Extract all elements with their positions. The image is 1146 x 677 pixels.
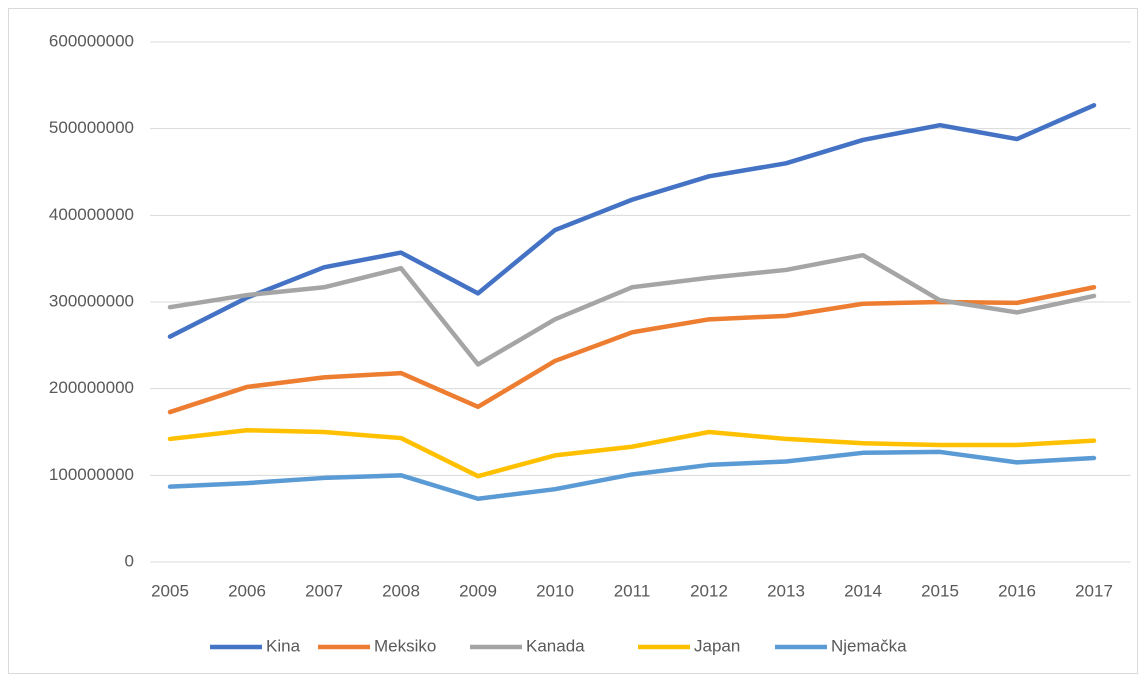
legend-label: Kina [266, 636, 301, 655]
y-tick-label: 0 [125, 551, 134, 570]
y-tick-label: 600000000 [49, 31, 134, 50]
x-tick-label: 2016 [998, 581, 1036, 600]
x-tick-label: 2009 [459, 581, 497, 600]
x-tick-label: 2013 [767, 581, 805, 600]
x-tick-label: 2012 [690, 581, 728, 600]
x-tick-label: 2006 [228, 581, 266, 600]
x-tick-label: 2011 [614, 581, 651, 600]
legend-label: Japan [694, 636, 740, 655]
y-tick-label: 400000000 [49, 205, 134, 224]
y-tick-label: 100000000 [49, 465, 134, 484]
series-line [167, 252, 1097, 367]
legend-label: Njemačka [831, 636, 907, 655]
legend-label: Kanada [526, 636, 585, 655]
series-line [167, 428, 1097, 479]
y-tick-label: 300000000 [49, 291, 134, 310]
x-tick-label: 2017 [1075, 581, 1113, 600]
x-tick-label: 2007 [305, 581, 343, 600]
y-tick-label: 200000000 [49, 378, 134, 397]
series-line [167, 449, 1097, 501]
x-tick-label: 2005 [151, 581, 189, 600]
legend-label: Meksiko [374, 636, 436, 655]
series-line [167, 103, 1097, 339]
x-tick-label: 2008 [382, 581, 420, 600]
chart-frame [8, 8, 1138, 674]
y-tick-label: 500000000 [49, 118, 134, 137]
x-tick-label: 2010 [536, 581, 574, 600]
x-tick-label: 2014 [844, 581, 882, 600]
x-tick-label: 2015 [921, 581, 959, 600]
